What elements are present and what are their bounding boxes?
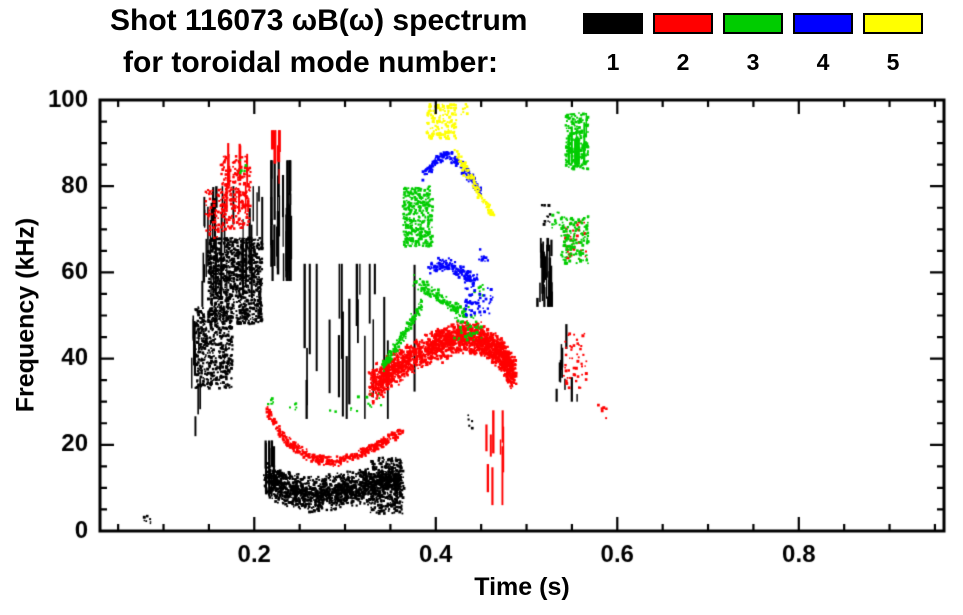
legend-label-mode-5: 5 — [886, 49, 900, 75]
legend-swatch-mode-5 — [863, 13, 923, 34]
chart-title: Shot 116073 ωB(ω) spectrum — [110, 4, 528, 37]
legend-swatch-mode-4 — [793, 13, 853, 34]
x-axis-label: Time (s) — [474, 573, 570, 601]
legend-label-mode-2: 2 — [676, 49, 690, 75]
legend-swatch-mode-1 — [583, 13, 643, 34]
legend-swatch-mode-3 — [723, 13, 783, 34]
legend-label-mode-1: 1 — [606, 49, 620, 75]
legend-label-mode-3: 3 — [746, 49, 760, 75]
legend-mode-numbers: 1 2 3 4 5 — [583, 49, 923, 76]
chart-subtitle: for toroidal mode number: — [123, 46, 498, 79]
y-axis-label: Frequency (kHz) — [11, 217, 40, 413]
legend-swatches — [583, 13, 923, 34]
legend-label-mode-4: 4 — [816, 49, 830, 75]
legend-swatch-mode-2 — [653, 13, 713, 34]
